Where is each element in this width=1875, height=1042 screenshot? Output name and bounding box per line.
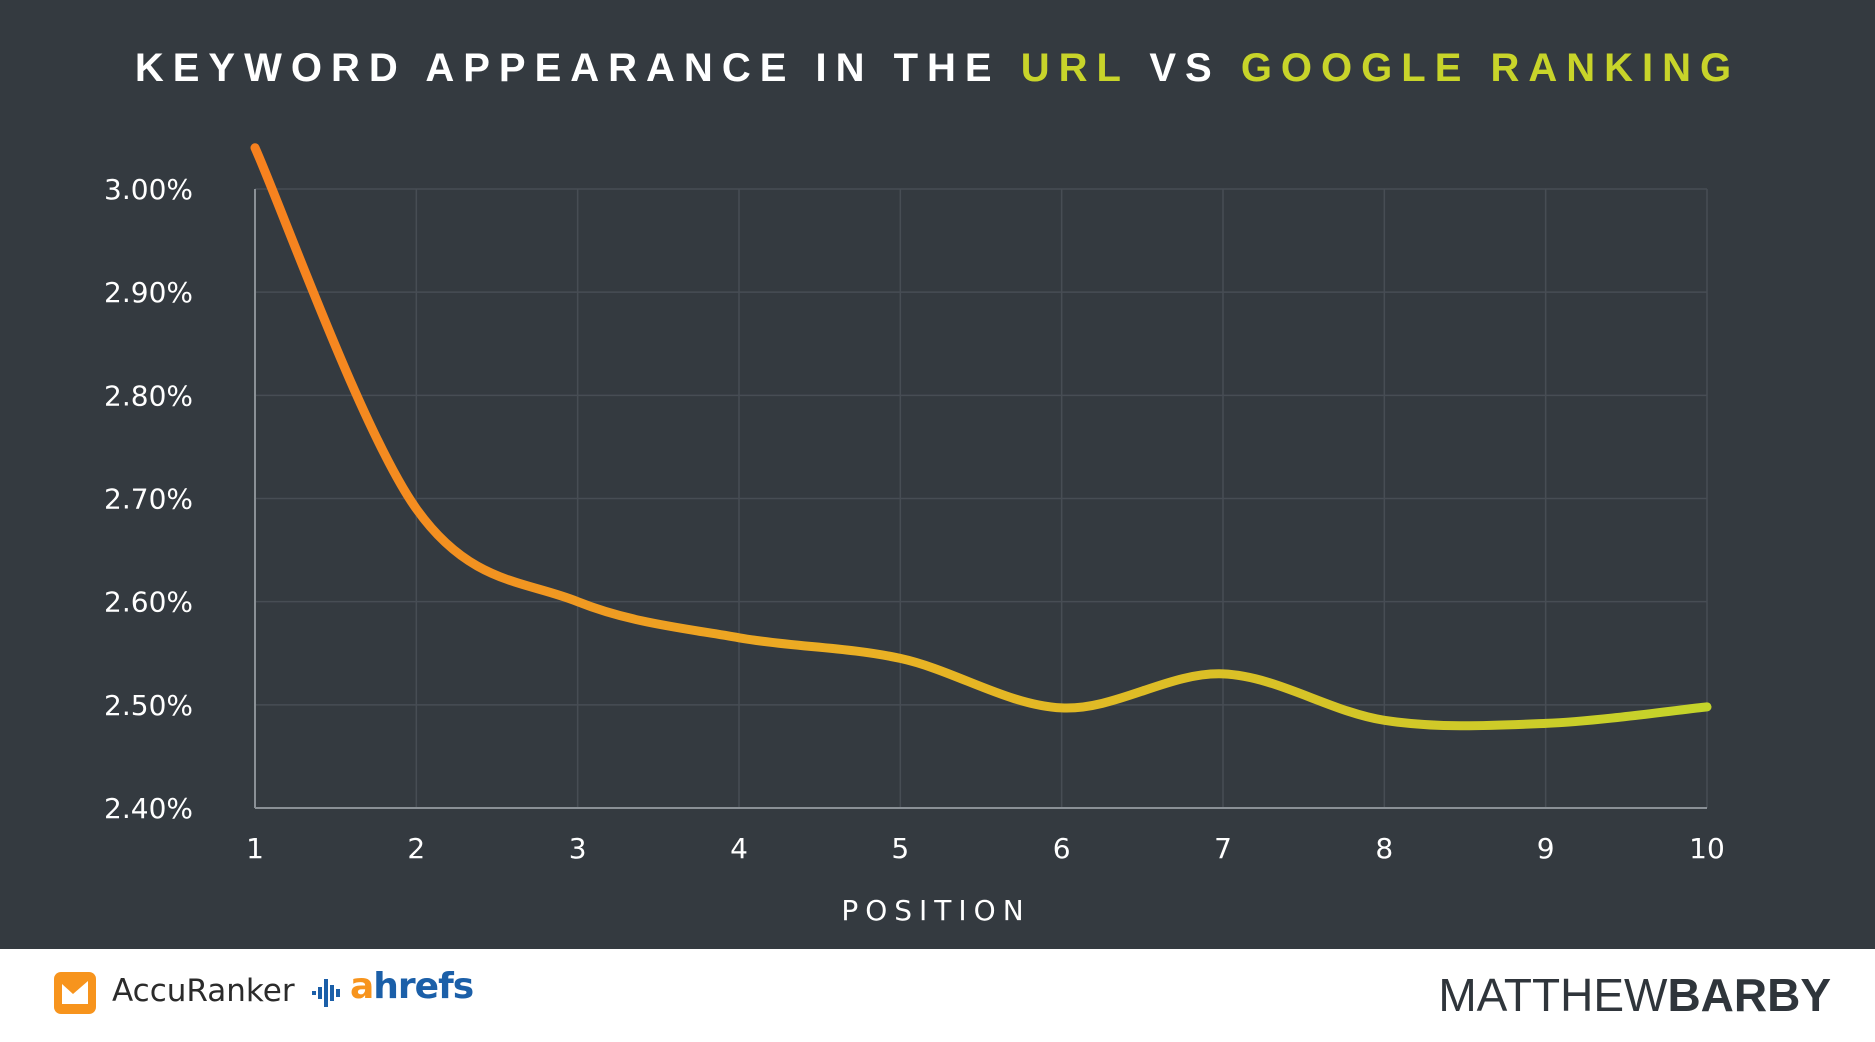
x-tick-label: 4: [730, 832, 748, 865]
x-tick-label: 8: [1375, 832, 1393, 865]
series: [250, 143, 1712, 731]
series-line: [250, 143, 1712, 731]
y-tick-label: 2.50%: [104, 689, 193, 722]
accuranker-logo-icon: [54, 972, 96, 1014]
data-point: [1380, 716, 1389, 725]
x-tick-label: 7: [1214, 832, 1232, 865]
ahrefs-bars-icon: [312, 979, 340, 1007]
x-tick-label: 6: [1053, 832, 1071, 865]
accuranker-name: AccuRanker: [112, 973, 295, 1009]
chart-panel: KEYWORD APPEARANCE IN THE URL VS GOOGLE …: [0, 0, 1875, 949]
footer: AccuRanker ahrefs MATTHEWBARBY: [0, 949, 1875, 1042]
data-point: [251, 143, 260, 152]
y-tick-label: 2.70%: [104, 483, 193, 516]
x-axis-title: POSITION: [841, 894, 1030, 927]
title-part2: VS: [1129, 46, 1241, 90]
brand-last: BARBY: [1667, 969, 1831, 1021]
chart-title: KEYWORD APPEARANCE IN THE URL VS GOOGLE …: [0, 46, 1875, 91]
y-tick-label: 2.80%: [104, 379, 193, 412]
title-highlight-ranking: GOOGLE RANKING: [1240, 46, 1741, 90]
ahrefs-name: ahrefs: [350, 966, 474, 1007]
data-point: [1219, 669, 1228, 678]
data-point: [1541, 719, 1550, 728]
y-tick-label: 2.40%: [104, 792, 193, 825]
x-tick-label: 9: [1537, 832, 1555, 865]
data-point: [573, 597, 582, 606]
ahrefs-name-rest: hrefs: [373, 966, 474, 1007]
x-tick-labels: 1 2 3 4 5 6 7 8 9 10: [246, 832, 1725, 865]
grid: [255, 188, 1708, 808]
x-tick-label: 3: [569, 832, 587, 865]
title-part1: KEYWORD APPEARANCE IN THE: [134, 46, 1021, 90]
data-point: [735, 633, 744, 642]
axes: [254, 189, 1707, 809]
y-tick-labels: 3.00% 2.90% 2.80% 2.70% 2.60% 2.50% 2.40%: [104, 173, 193, 825]
title-highlight-url: URL: [1020, 46, 1130, 90]
x-tick-label: 5: [891, 832, 909, 865]
line-chart: 3.00% 2.90% 2.80% 2.70% 2.60% 2.50% 2.40% 1 2 3 4…: [104, 143, 1725, 927]
y-tick-label: 2.60%: [104, 586, 193, 619]
x-tick-label: 10: [1689, 832, 1725, 865]
brand-first: MATTHEW: [1438, 969, 1668, 1021]
y-tick-label: 2.90%: [104, 276, 193, 309]
data-point: [896, 654, 905, 663]
data-point: [412, 504, 421, 513]
data-point: [1703, 702, 1712, 711]
y-tick-label: 3.00%: [104, 173, 193, 206]
x-tick-label: 2: [407, 832, 425, 865]
x-tick-label: 1: [246, 832, 264, 865]
data-point: [1057, 703, 1066, 712]
ahrefs-name-a: a: [350, 966, 374, 1007]
author-brand: MATTHEWBARBY: [1438, 968, 1831, 1022]
